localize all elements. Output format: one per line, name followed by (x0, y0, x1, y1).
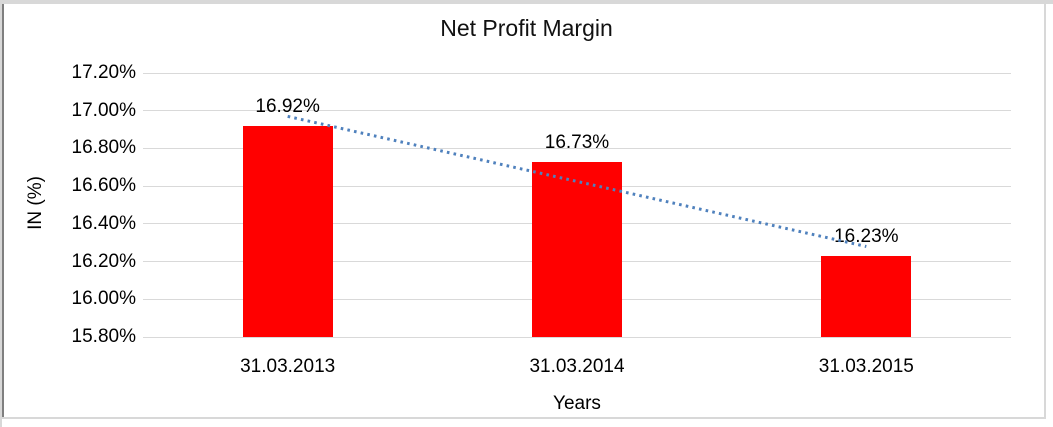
y-tick-label: 16.80% (71, 137, 136, 159)
chart-title: Net Profit Margin (440, 15, 613, 41)
y-tick-label: 17.20% (71, 62, 136, 83)
x-axis-title: Years (553, 393, 601, 414)
gridline (143, 147, 1011, 149)
x-tick-label: 31.03.2015 (818, 356, 914, 377)
bar (532, 161, 622, 337)
frame-border-left-light (0, 0, 2, 427)
y-tick-label: 16.20% (71, 250, 136, 272)
x-tick-label: 31.03.2013 (240, 356, 336, 377)
frame-border-left-dark (2, 4, 4, 418)
gridline (143, 110, 1011, 112)
bar-data-label: 16.73% (544, 131, 610, 153)
frame-border-bottom (0, 417, 1046, 419)
bar-data-label: 16.23% (834, 225, 899, 247)
y-tick-label: 15.80% (71, 326, 136, 347)
bar (821, 255, 912, 337)
gridline (143, 336, 1011, 338)
y-tick-label: 17.00% (71, 99, 136, 121)
y-tick-label: 16.00% (71, 288, 136, 310)
frame-border-top (0, 0, 1053, 4)
x-tick-label: 31.03.2014 (529, 356, 625, 377)
bar-data-label: 16.92% (255, 95, 320, 117)
y-tick-label: 16.60% (71, 175, 136, 197)
gridline (143, 72, 1011, 74)
bar (242, 125, 333, 337)
frame-border-right (1044, 4, 1046, 419)
y-tick-label: 16.40% (71, 212, 136, 234)
